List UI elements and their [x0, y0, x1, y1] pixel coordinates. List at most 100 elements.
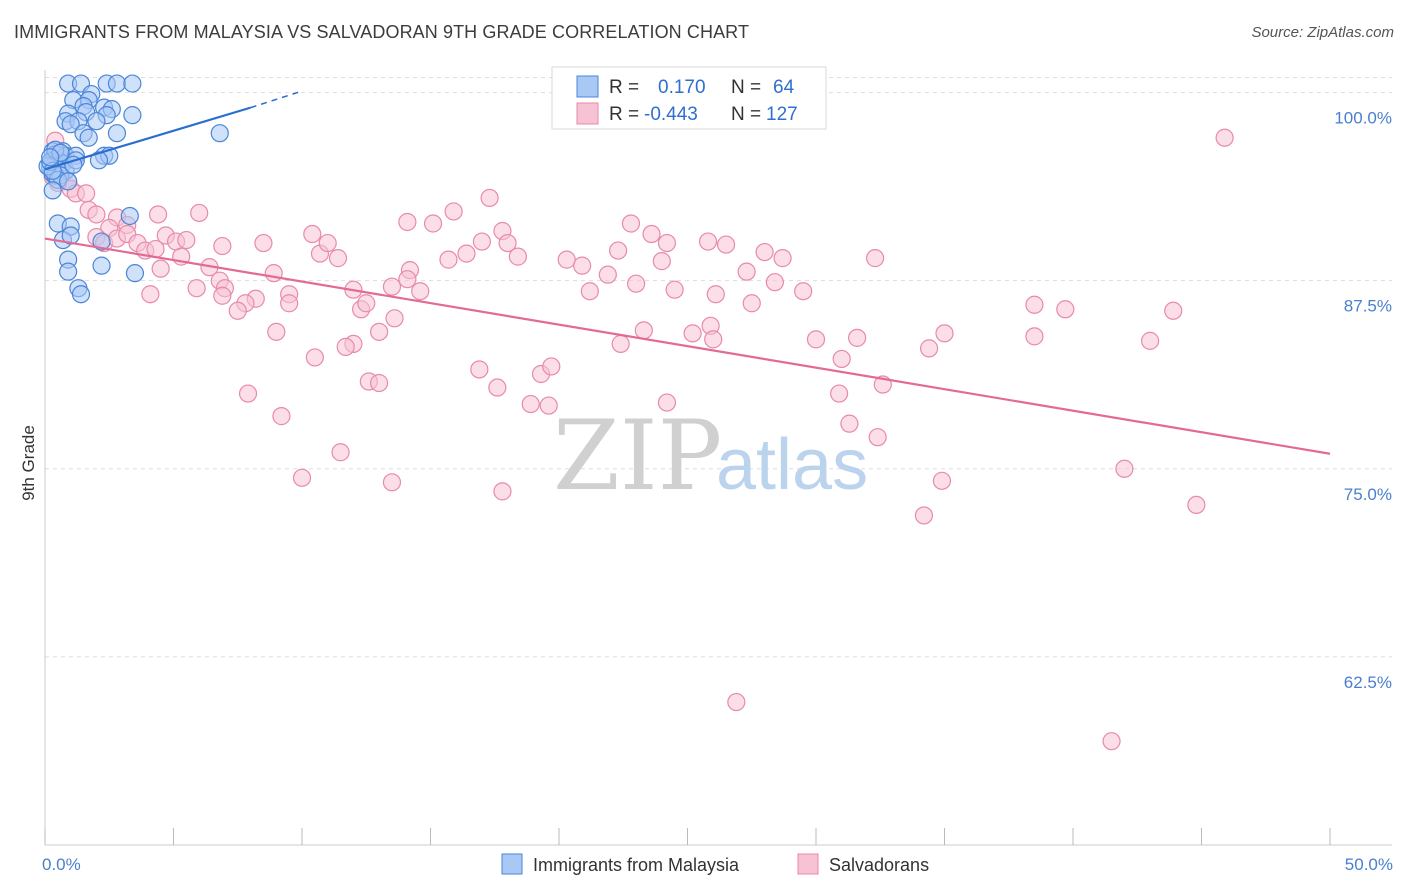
salvadorans-point	[832, 349, 851, 369]
salvadorans-point	[357, 294, 376, 313]
salvadorans-point	[385, 309, 404, 328]
malaysia-trend-line	[44, 106, 251, 171]
malaysia-point	[120, 206, 139, 226]
malaysia-point	[92, 256, 111, 275]
legend-n-value-1: 64	[773, 77, 795, 98]
salvadorans-point	[1215, 128, 1234, 147]
legend-swatch-salvadorans	[576, 102, 599, 125]
bottom-legend-swatch-salvadorans	[797, 853, 819, 875]
salvadorans-point	[331, 443, 350, 462]
malaysia-point	[61, 115, 80, 134]
salvadorans-point	[398, 212, 417, 232]
legend-r-label-1: R =	[609, 77, 639, 98]
salvadorans-point	[716, 235, 736, 254]
salvadorans-point	[1115, 459, 1134, 478]
salvadorans-point	[213, 286, 232, 305]
y-tick-label: 100.0%	[1334, 109, 1392, 128]
salvadorans-point	[919, 339, 939, 358]
salvadorans-point	[190, 203, 209, 223]
salvadorans-point	[498, 233, 517, 253]
legend-r-value-2: -0.443	[644, 104, 698, 125]
salvadorans-point	[305, 348, 324, 367]
salvadorans-point	[698, 232, 718, 251]
salvadorans-point	[280, 294, 299, 313]
salvadorans-point	[634, 321, 653, 340]
x-tick-label: 0.0%	[42, 855, 81, 874]
salvadorans-point	[1025, 327, 1044, 346]
salvadorans-point	[267, 322, 286, 341]
salvadorans-point	[488, 378, 507, 397]
salvadorans-point	[935, 324, 954, 343]
malaysia-point	[210, 124, 229, 143]
salvadorans-point	[642, 224, 661, 244]
salvadorans-point	[336, 337, 355, 356]
salvadorans-point	[573, 256, 592, 275]
salvadorans-point	[423, 214, 443, 233]
malaysia-point	[43, 181, 62, 200]
salvadorans-point	[1140, 331, 1160, 350]
salvadorans-point	[264, 264, 283, 283]
bottom-legend-label-malaysia: Immigrants from Malaysia	[533, 855, 740, 875]
salvadorans-point	[1102, 732, 1121, 751]
legend-n-label-2: N =	[731, 104, 761, 125]
malaysia-point	[92, 232, 111, 251]
salvadorans-point	[318, 233, 337, 253]
salvadorans-point	[87, 205, 106, 224]
malaysia-point	[107, 74, 127, 93]
malaysia-point	[41, 148, 60, 167]
salvadorans-points	[43, 128, 1234, 751]
salvadorans-point	[609, 241, 628, 260]
salvadorans-point	[272, 407, 291, 426]
trend-lines	[44, 90, 1331, 455]
salvadorans-point	[704, 330, 723, 349]
salvadorans-point	[557, 250, 576, 269]
malaysia-point	[123, 106, 142, 125]
salvadorans-point	[932, 471, 952, 490]
salvadorans-point	[177, 230, 196, 250]
salvadorans-point	[657, 233, 677, 253]
salvadorans-point	[1056, 300, 1075, 319]
salvadorans-point	[292, 468, 312, 487]
salvadorans-point	[765, 273, 784, 292]
salvadorans-trend-line	[44, 237, 1331, 455]
salvadorans-point	[539, 396, 558, 415]
malaysia-point	[59, 172, 78, 191]
malaysia-point	[59, 262, 78, 281]
salvadorans-point	[187, 279, 206, 298]
salvadorans-point	[508, 247, 527, 266]
bottom-legend-label-salvadorans: Salvadorans	[829, 855, 929, 875]
salvadorans-point	[665, 280, 684, 299]
salvadorans-point	[1164, 301, 1183, 320]
salvadorans-point	[755, 242, 774, 262]
salvadorans-point	[382, 473, 402, 492]
malaysia-point	[123, 74, 142, 93]
chart-title: IMMIGRANTS FROM MALAYSIA VS SALVADORAN 9…	[14, 22, 750, 42]
salvadorans-point	[626, 274, 646, 293]
legend-n-label-1: N =	[731, 77, 761, 98]
salvadorans-point	[1187, 495, 1206, 515]
salvadorans-point	[521, 394, 540, 414]
salvadorans-point	[470, 360, 489, 379]
salvadorans-point	[493, 482, 512, 501]
correlation-legend: R = 0.170 N = 64 R = -0.443 N = 127	[551, 66, 827, 130]
salvadorans-point	[382, 277, 402, 296]
salvadorans-point	[742, 294, 761, 313]
salvadorans-point	[621, 214, 641, 233]
salvadorans-point	[213, 236, 232, 256]
bottom-legend-swatch-malaysia	[501, 853, 523, 875]
salvadorans-point	[848, 328, 867, 347]
salvadorans-point	[328, 249, 348, 268]
legend-r-label-2: R =	[609, 104, 639, 125]
grid-layer	[45, 77, 1392, 658]
salvadorans-point	[148, 205, 168, 224]
malaysia-points	[38, 74, 229, 304]
source-label: Source: ZipAtlas.com	[1251, 24, 1394, 41]
salvadorans-point	[370, 373, 389, 393]
watermark-zip: ZIP	[553, 400, 722, 512]
salvadorans-point	[773, 249, 792, 268]
salvadorans-point	[457, 244, 476, 263]
watermark-atlas: atlas	[716, 425, 868, 505]
malaysia-point	[89, 151, 109, 170]
salvadorans-point	[303, 224, 322, 244]
